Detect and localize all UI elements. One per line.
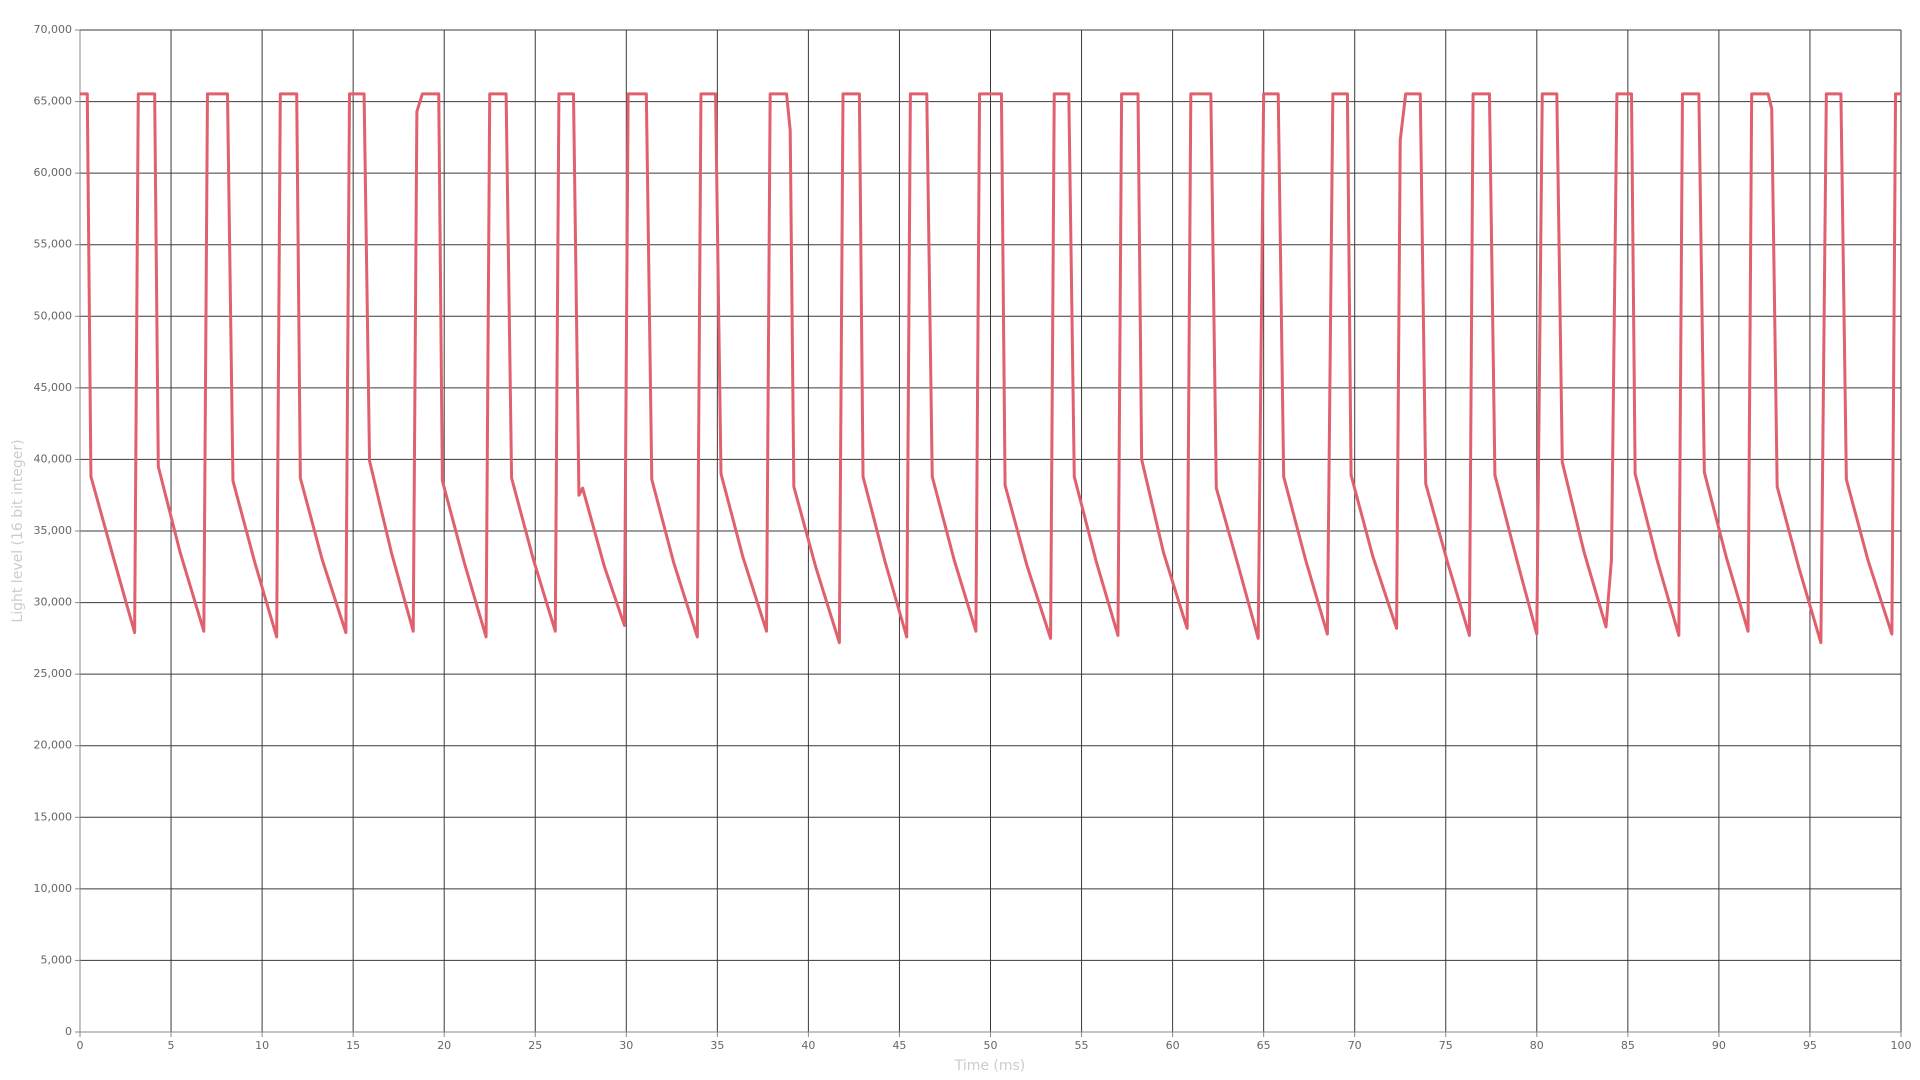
data-line	[80, 92, 1901, 645]
x-tick-label: 85	[1621, 1039, 1635, 1052]
y-axis-title: Light level (16 bit integer)	[10, 439, 26, 622]
y-tick-label: 40,000	[34, 452, 73, 465]
y-tick-label: 65,000	[34, 95, 73, 108]
x-tick-label: 10	[255, 1039, 269, 1052]
y-tick-label: 55,000	[34, 238, 73, 251]
x-tick-label: 80	[1530, 1039, 1544, 1052]
x-tick-label: 100	[1891, 1039, 1912, 1052]
x-tick-label: 20	[437, 1039, 451, 1052]
y-tick-label: 50,000	[34, 309, 73, 322]
x-tick-label: 15	[346, 1039, 360, 1052]
x-tick-label: 0	[77, 1039, 84, 1052]
y-tick-label: 30,000	[34, 596, 73, 609]
x-tick-label: 25	[528, 1039, 542, 1052]
x-tick-label: 45	[892, 1039, 906, 1052]
y-tick-label: 45,000	[34, 381, 73, 394]
x-axis-title: Time (ms)	[954, 1058, 1026, 1074]
x-tick-label: 40	[801, 1039, 815, 1052]
x-tick-label: 75	[1439, 1039, 1453, 1052]
x-tick-label: 30	[619, 1039, 633, 1052]
y-tick-label: 10,000	[34, 882, 73, 895]
x-tick-label: 95	[1803, 1039, 1817, 1052]
y-tick-label: 35,000	[34, 524, 73, 537]
x-tick-label: 50	[984, 1039, 998, 1052]
x-tick-label: 5	[168, 1039, 175, 1052]
y-tick-label: 15,000	[34, 810, 73, 823]
x-tick-label: 65	[1257, 1039, 1271, 1052]
y-tick-label: 70,000	[34, 23, 73, 36]
y-tick-label: 20,000	[34, 739, 73, 752]
x-tick-label: 55	[1075, 1039, 1089, 1052]
x-tick-label: 90	[1712, 1039, 1726, 1052]
x-tick-label: 35	[710, 1039, 724, 1052]
y-tick-label: 25,000	[34, 667, 73, 680]
y-tick-label: 0	[65, 1025, 72, 1038]
y-tick-label: 5,000	[41, 953, 73, 966]
x-tick-label: 70	[1348, 1039, 1362, 1052]
x-tick-label: 60	[1166, 1039, 1180, 1052]
y-tick-label: 60,000	[34, 166, 73, 179]
